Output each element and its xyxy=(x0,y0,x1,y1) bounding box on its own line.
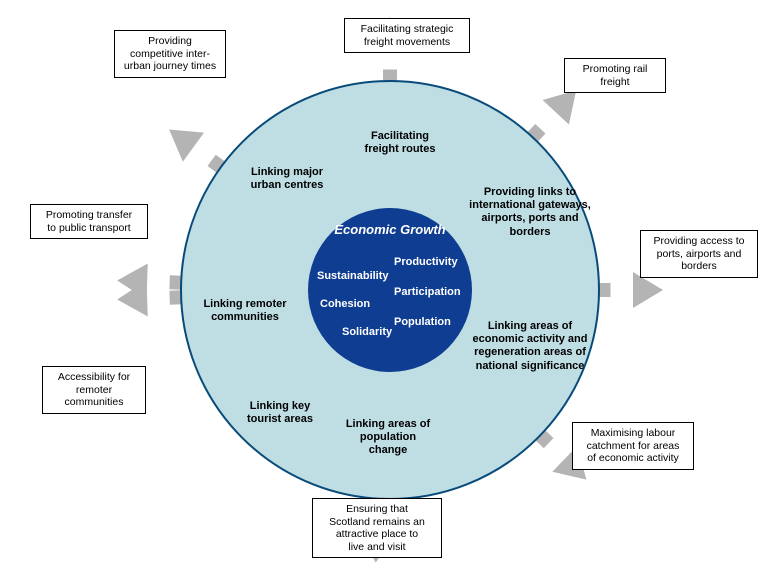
center-title: Economic Growth xyxy=(308,222,472,237)
center-item: Population xyxy=(394,316,451,328)
center-item: Productivity xyxy=(394,256,458,268)
ring-label: Linking areas of population change xyxy=(328,418,448,458)
ring-label: Linking remoter communities xyxy=(190,298,300,324)
center-item: Cohesion xyxy=(320,298,370,310)
outer-box: Providing access to ports, airports and … xyxy=(640,230,758,278)
center-item: Sustainability xyxy=(317,270,389,282)
ring-label: Providing links to international gateway… xyxy=(455,186,605,239)
outer-box: Providing competitive inter- urban journ… xyxy=(114,30,226,78)
outer-box: Ensuring that Scotland remains an attrac… xyxy=(312,498,442,558)
ring-label: Facilitating freight routes xyxy=(350,130,450,156)
outer-box: Facilitating strategic freight movements xyxy=(344,18,470,53)
ring-label: Linking major urban centres xyxy=(232,166,342,192)
ring-label: Linking areas of economic activity and r… xyxy=(455,320,605,373)
outer-box: Accessibility for remoter communities xyxy=(42,366,146,414)
outer-box: Promoting rail freight xyxy=(564,58,666,93)
outer-box: Maximising labour catchment for areas of… xyxy=(572,422,694,470)
outer-box: Promoting transfer to public transport xyxy=(30,204,148,239)
center-item: Solidarity xyxy=(342,326,392,338)
ring-label: Linking key tourist areas xyxy=(230,400,330,426)
center-item: Participation xyxy=(394,286,461,298)
